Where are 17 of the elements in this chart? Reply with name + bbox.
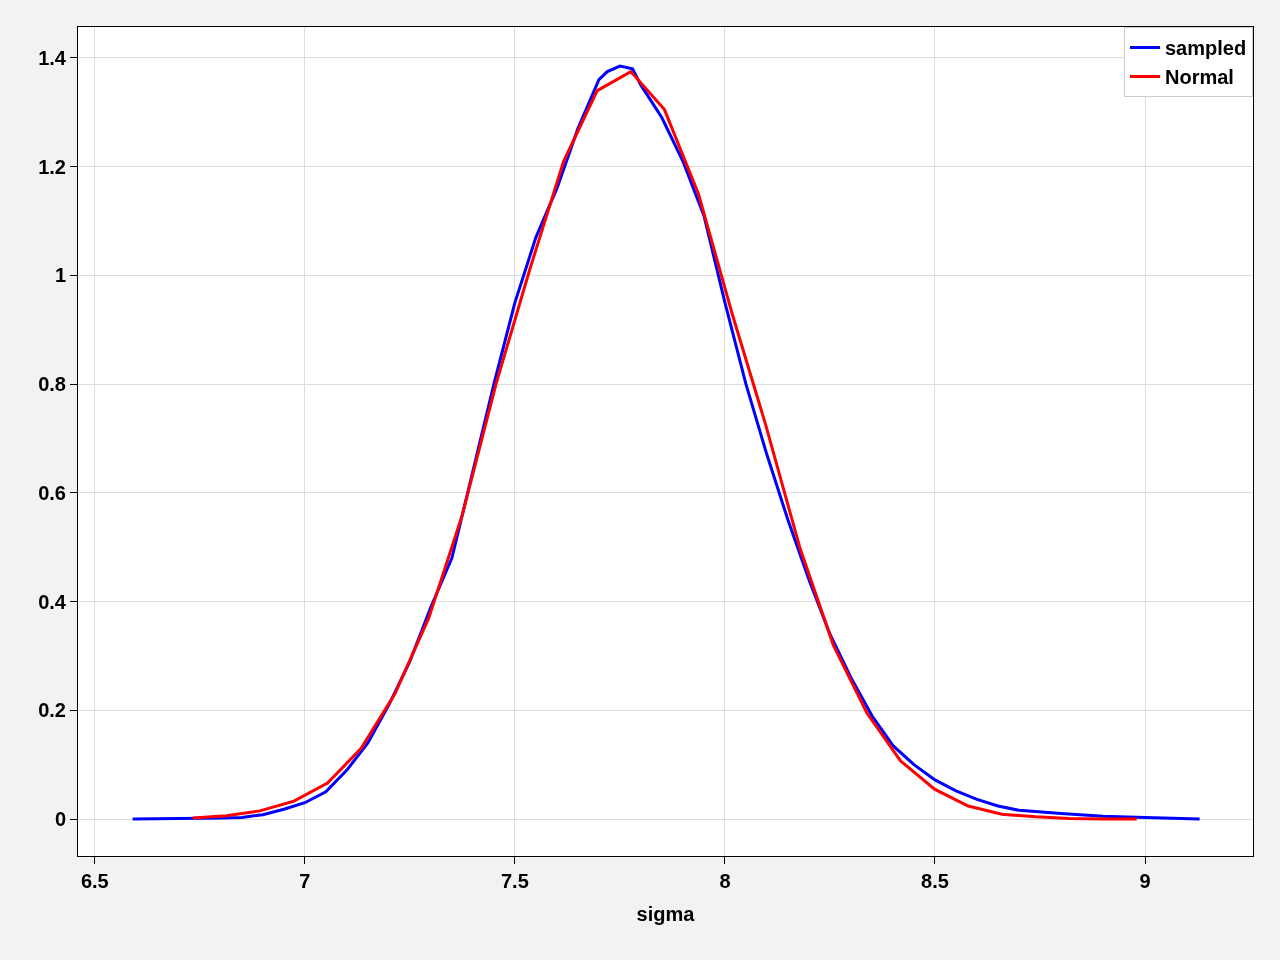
x-tick-label: 8.5 xyxy=(921,870,949,892)
x-tick-label: 9 xyxy=(1139,870,1151,892)
x-tick-label: 8 xyxy=(719,870,731,892)
y-tick-label: 0.6 xyxy=(38,481,66,504)
y-tick-label: 0.8 xyxy=(38,373,66,396)
legend-label: sampled xyxy=(1165,37,1247,60)
legend-label: Normal xyxy=(1165,66,1234,89)
y-tick-label: 0.4 xyxy=(38,590,67,613)
y-tick-label: 0 xyxy=(54,808,66,831)
x-tick-label: 6.5 xyxy=(80,870,109,892)
x-tick-label: 7.5 xyxy=(500,870,529,892)
x-axis-title: sigma xyxy=(636,902,696,925)
y-tick-label: 1 xyxy=(54,264,66,287)
x-tick-label: 7 xyxy=(299,870,311,892)
y-tick-label: 1.2 xyxy=(38,155,66,178)
y-tick-label: 0.2 xyxy=(38,699,66,722)
y-tick-label: 1.4 xyxy=(38,46,67,69)
